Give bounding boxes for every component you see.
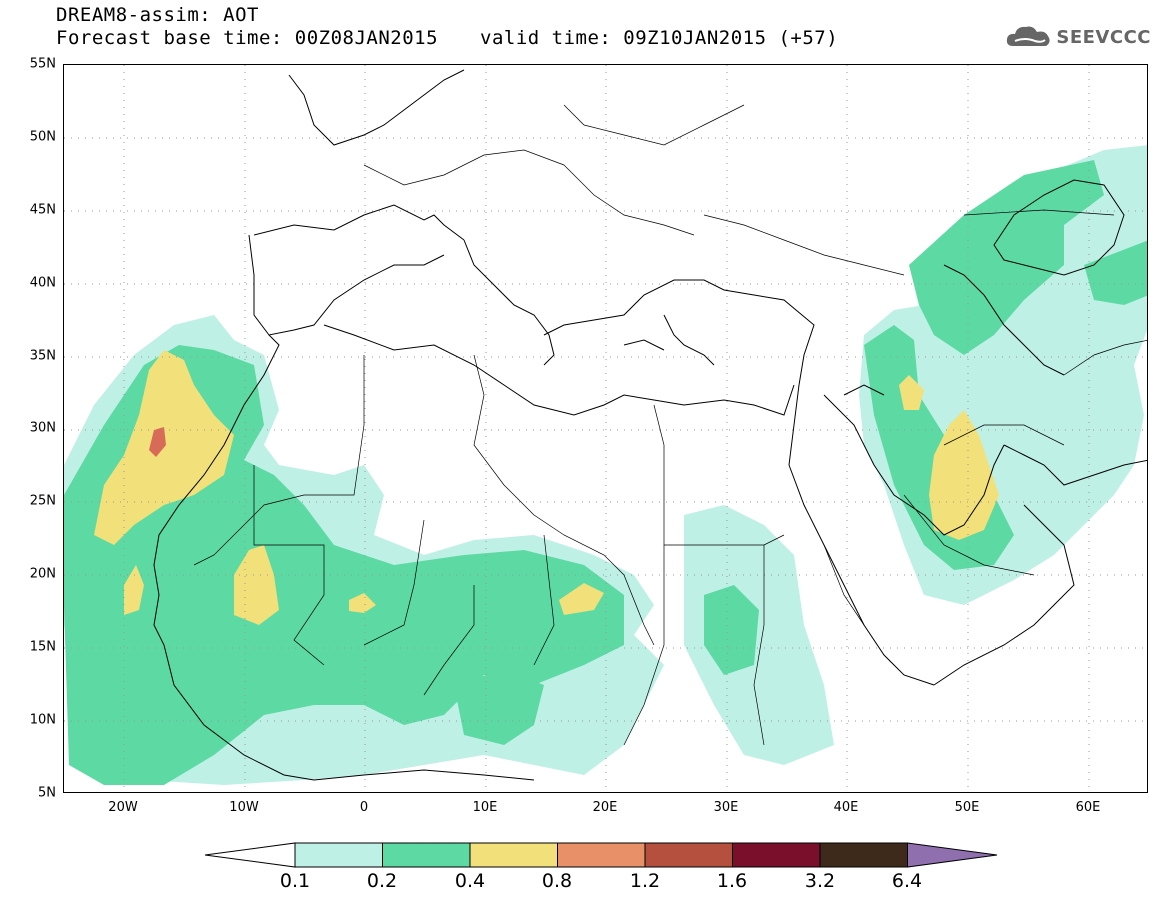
lon-label-50e: 50E bbox=[954, 800, 980, 815]
colorbar-label-1-2: 1.2 bbox=[629, 870, 661, 892]
colorbar-bin-6 bbox=[732, 842, 821, 868]
aot-region-canary-max bbox=[149, 427, 166, 457]
aot-map bbox=[63, 64, 1148, 793]
colorbar-bin-4 bbox=[557, 842, 646, 868]
coastlines bbox=[153, 69, 1147, 781]
lat-label-15n: 15N bbox=[29, 639, 56, 655]
colorbar-label-0-2: 0.2 bbox=[366, 870, 398, 892]
lon-label-10e: 10E bbox=[472, 800, 498, 815]
cloud-icon bbox=[1007, 26, 1050, 46]
colorbar bbox=[205, 842, 998, 868]
lat-label-45n: 45N bbox=[29, 202, 56, 218]
lon-label-60e: 60E bbox=[1075, 800, 1101, 815]
map-title: DREAM8-assim: AOT bbox=[56, 4, 259, 26]
colorbar-bin-3 bbox=[469, 842, 558, 868]
aot-region-sudan bbox=[684, 505, 834, 765]
valid-time: valid time: 09Z10JAN2015 (+57) bbox=[480, 27, 839, 49]
lat-label-25n: 25N bbox=[29, 493, 56, 509]
forecast-base-time: Forecast base time: 00Z08JAN2015 bbox=[56, 27, 439, 49]
lat-label-50n: 50N bbox=[29, 129, 56, 145]
aot-region-coast-west bbox=[124, 565, 144, 615]
lon-label-10w: 10W bbox=[229, 800, 259, 815]
lat-lon-grid bbox=[64, 65, 1147, 792]
logo-text: SEEVCCC bbox=[1056, 26, 1151, 48]
aot-region-caspian bbox=[909, 160, 1104, 355]
colorbar-bin-5 bbox=[644, 842, 733, 868]
colorbar-label-3-2: 3.2 bbox=[804, 870, 836, 892]
aot-region-iran bbox=[1084, 240, 1147, 305]
colorbar-under-triangle bbox=[205, 842, 296, 868]
aot-region-iraq bbox=[899, 375, 924, 410]
colorbar-bin-7 bbox=[819, 842, 908, 868]
aot-region-mali bbox=[349, 593, 376, 613]
lat-label-40n: 40N bbox=[29, 275, 56, 291]
lon-label-20e: 20E bbox=[592, 800, 618, 815]
country-borders bbox=[193, 104, 1147, 746]
aot-region-sudan-core bbox=[704, 585, 759, 675]
lat-label-5n: 5N bbox=[38, 785, 56, 801]
lon-label-30e: 30E bbox=[713, 800, 739, 815]
lat-label-55n: 55N bbox=[29, 56, 56, 72]
aot-region-arabian-gulf bbox=[929, 410, 999, 540]
colorbar-label-0-1: 0.1 bbox=[279, 870, 311, 892]
aot-region-chad bbox=[559, 583, 604, 615]
lat-label-10n: 10N bbox=[29, 712, 56, 728]
lon-label-0: 0 bbox=[359, 800, 369, 815]
aot-contours bbox=[64, 145, 1147, 785]
colorbar-bin-1 bbox=[294, 842, 383, 868]
colorbar-bin-2 bbox=[382, 842, 471, 868]
map-canvas bbox=[64, 65, 1147, 792]
lon-label-20w: 20W bbox=[108, 800, 138, 815]
seevccc-logo: SEEVCCC bbox=[1005, 22, 1151, 52]
lat-label-30n: 30N bbox=[29, 420, 56, 436]
aot-region-nigeria bbox=[454, 670, 544, 745]
colorbar-label-0-4: 0.4 bbox=[454, 870, 486, 892]
aot-region-canary bbox=[94, 350, 234, 545]
lat-label-35n: 35N bbox=[29, 348, 56, 364]
colorbar-label-0-8: 0.8 bbox=[541, 870, 573, 892]
lon-label-40e: 40E bbox=[833, 800, 859, 815]
colorbar-over-triangle bbox=[907, 842, 998, 868]
colorbar-label-6-4: 6.4 bbox=[891, 870, 923, 892]
colorbar-label-1-6: 1.6 bbox=[716, 870, 748, 892]
lat-label-20n: 20N bbox=[29, 566, 56, 582]
